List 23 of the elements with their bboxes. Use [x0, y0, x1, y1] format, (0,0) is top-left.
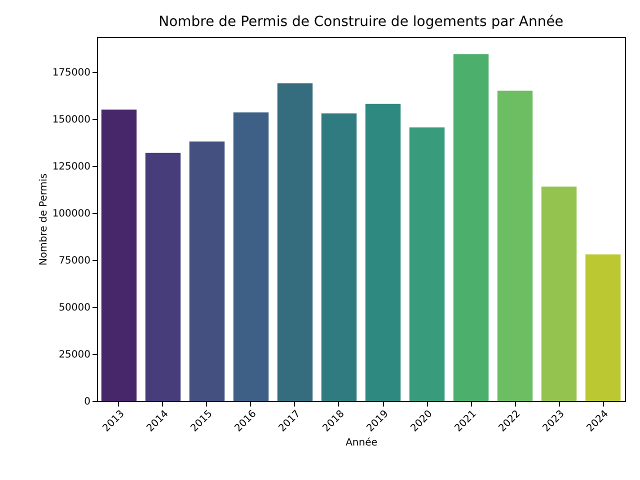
y-tick-label: 150000: [52, 114, 90, 126]
bar: [145, 152, 181, 401]
bar: [497, 90, 533, 401]
bar: [101, 110, 137, 401]
y-tick-label: 125000: [52, 161, 90, 172]
bar: [321, 113, 357, 401]
y-tick-label: 0: [84, 396, 90, 408]
y-axis-title: Nombre de Permis: [38, 173, 50, 266]
x-axis-title: Année: [346, 438, 378, 449]
bar: [453, 54, 489, 401]
y-tick-label: 100000: [52, 208, 90, 220]
bar: [189, 142, 225, 401]
chart-title: Nombre de Permis de Construire de logements par Année: [158, 14, 564, 30]
bar: [585, 254, 621, 401]
bar: [541, 186, 577, 401]
bar: [277, 83, 313, 401]
y-tick-label: 25000: [58, 349, 90, 360]
y-tick-label: 50000: [58, 302, 90, 314]
bar: [409, 127, 445, 401]
bar: [365, 104, 401, 401]
y-tick-label: 175000: [52, 67, 90, 78]
bar: [233, 112, 269, 401]
y-tick-label: 75000: [58, 255, 90, 266]
